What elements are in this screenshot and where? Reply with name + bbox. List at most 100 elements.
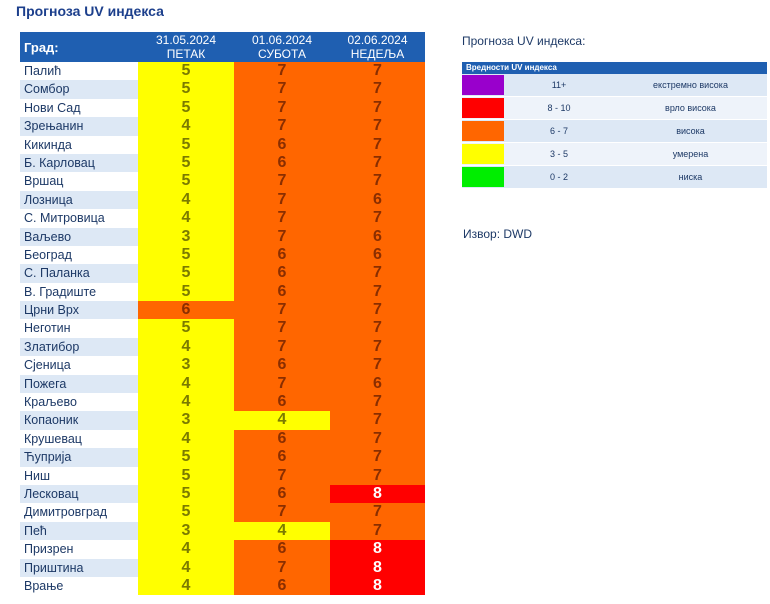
uv-value-cell: 5 bbox=[138, 319, 234, 338]
legend-range: 6 - 7 bbox=[549, 126, 568, 136]
uv-value-cell: 4 bbox=[138, 558, 234, 577]
city-name: Црни Врх bbox=[20, 301, 138, 320]
uv-value-cell: 5 bbox=[138, 80, 234, 99]
uv-value-cell: 7 bbox=[330, 411, 425, 430]
uv-value-cell: 7 bbox=[234, 98, 330, 118]
city-name: Копаоник bbox=[20, 411, 138, 430]
table-row: Кикинда 5 6 7 bbox=[20, 135, 425, 154]
uv-value-cell: 5 bbox=[138, 466, 234, 485]
table-row: С. Паланка 5 6 7 bbox=[20, 264, 425, 283]
uv-value-cell: 7 bbox=[330, 466, 425, 485]
legend-color-swatch bbox=[462, 167, 504, 187]
uv-value-cell: 7 bbox=[330, 337, 425, 357]
uv-value-cell: 5 bbox=[138, 448, 234, 467]
uv-value-cell: 3 bbox=[138, 356, 234, 375]
uv-value-cell: 7 bbox=[234, 319, 330, 338]
uv-value-cell: 3 bbox=[138, 521, 234, 541]
table-body: Палић 5 7 7 Сомбор 5 7 7 Нови Сад 5 7 7 Зрењанин 4 7 7 К… bbox=[20, 62, 425, 596]
table-header: Град: 31.05.2024 ПЕТАК 01.06.2024 СУБОТА… bbox=[20, 32, 425, 62]
table-row: Златибор 4 7 7 bbox=[20, 337, 425, 357]
uv-value-cell: 7 bbox=[234, 227, 330, 246]
city-name: Вршац bbox=[24, 174, 64, 189]
table-row: Нови Сад 5 7 7 bbox=[20, 98, 425, 118]
table-row: Пећ 3 4 7 bbox=[20, 521, 425, 541]
legend-row: 6 - 7 висока bbox=[462, 120, 767, 143]
uv-value-cell: 7 bbox=[330, 356, 425, 375]
city-name: Крушевац bbox=[24, 431, 82, 446]
uv-value-cell: 4 bbox=[234, 521, 330, 541]
city-name: Б. Карловац bbox=[20, 153, 138, 173]
table-row: Б. Карловац 5 6 7 bbox=[20, 153, 425, 173]
table-row: Ћуприја 5 6 7 bbox=[20, 448, 425, 467]
table-row: Лозница 4 7 6 bbox=[20, 190, 425, 210]
page-title: Прогноза UV индекса bbox=[16, 3, 164, 19]
uv-value-cell: 4 bbox=[138, 540, 234, 559]
city-name: Сјеница bbox=[24, 358, 71, 373]
uv-value-cell: 7 bbox=[330, 301, 425, 320]
uv-value-cell: 3 bbox=[138, 411, 234, 430]
legend-row: 11+ екстремно висока bbox=[462, 74, 767, 97]
city-name: Димитровград bbox=[24, 505, 108, 520]
table-row: Призрен 4 6 8 bbox=[20, 540, 425, 559]
uv-value-cell: 5 bbox=[138, 264, 234, 283]
legend-range: 3 - 5 bbox=[549, 149, 568, 159]
day-column-header: 02.06.2024 НЕДЕЉА bbox=[330, 32, 425, 62]
uv-value-cell: 7 bbox=[234, 374, 330, 394]
city-name: Ваљево bbox=[20, 227, 138, 246]
day-weekday: СУБОТА bbox=[258, 47, 306, 61]
uv-value-cell: 3 bbox=[138, 227, 234, 246]
uv-value-cell: 5 bbox=[138, 62, 234, 81]
uv-forecast-table: Град: 31.05.2024 ПЕТАК 01.06.2024 СУБОТА… bbox=[20, 32, 425, 596]
city-name: Лесковац bbox=[20, 484, 138, 504]
uv-value-cell: 5 bbox=[138, 135, 234, 154]
uv-value-cell: 6 bbox=[234, 264, 330, 283]
city-name: Ниш bbox=[24, 468, 51, 483]
legend-row: 8 - 10 врло висока bbox=[462, 97, 767, 120]
uv-value-cell: 6 bbox=[234, 245, 330, 265]
uv-value-cell: 6 bbox=[234, 448, 330, 467]
uv-value-cell: 4 bbox=[138, 117, 234, 136]
uv-value-cell: 7 bbox=[330, 209, 425, 228]
uv-value-cell: 7 bbox=[330, 80, 425, 99]
uv-value-cell: 7 bbox=[330, 135, 425, 154]
city-name: Ћуприја bbox=[20, 448, 138, 467]
uv-value-cell: 7 bbox=[330, 282, 425, 302]
table-row: В. Градиште 5 6 7 bbox=[20, 282, 425, 302]
city-name: Златибор bbox=[20, 337, 138, 357]
legend-range: 8 - 10 bbox=[547, 103, 571, 113]
table-row: Неготин 5 7 7 bbox=[20, 319, 425, 338]
uv-value-cell: 5 bbox=[138, 153, 234, 173]
city-name: Приштина bbox=[20, 558, 138, 577]
table-row: Димитровград 5 7 7 bbox=[20, 503, 425, 522]
day-weekday: ПЕТАК bbox=[166, 47, 206, 61]
uv-value-cell: 7 bbox=[234, 337, 330, 357]
legend-label: висока bbox=[676, 126, 705, 136]
uv-value-cell: 6 bbox=[234, 356, 330, 375]
uv-value-cell: 7 bbox=[234, 209, 330, 228]
table-row: Ваљево 3 7 6 bbox=[20, 227, 425, 246]
legend-label: екстремно висока bbox=[653, 80, 728, 90]
uv-legend: Вредности UV индекса 11+ екстремно висока… bbox=[462, 62, 767, 189]
city-name: Неготин bbox=[24, 321, 71, 336]
city-name: Врање bbox=[24, 578, 64, 593]
city-name: Зрењанин bbox=[20, 117, 138, 136]
uv-value-cell: 7 bbox=[234, 190, 330, 210]
uv-value-cell: 7 bbox=[234, 503, 330, 522]
uv-value-cell: 7 bbox=[234, 558, 330, 577]
uv-value-cell: 8 bbox=[330, 576, 425, 596]
uv-value-cell: 7 bbox=[234, 62, 330, 81]
table-row: Вршац 5 7 7 bbox=[20, 172, 425, 191]
uv-value-cell: 7 bbox=[234, 301, 330, 320]
table-row: Краљево 4 6 7 bbox=[20, 393, 425, 412]
uv-value-cell: 5 bbox=[138, 484, 234, 504]
uv-value-cell: 8 bbox=[330, 484, 425, 504]
uv-value-cell: 5 bbox=[138, 172, 234, 191]
legend-range: 11+ bbox=[551, 80, 567, 90]
table-row: Ниш 5 7 7 bbox=[20, 466, 425, 485]
table-row: Копаоник 3 4 7 bbox=[20, 411, 425, 430]
legend-label: врло висока bbox=[665, 103, 716, 113]
uv-value-cell: 6 bbox=[234, 484, 330, 504]
uv-value-cell: 7 bbox=[330, 264, 425, 283]
city-name: В. Градиште bbox=[24, 284, 97, 299]
uv-value-cell: 7 bbox=[330, 448, 425, 467]
